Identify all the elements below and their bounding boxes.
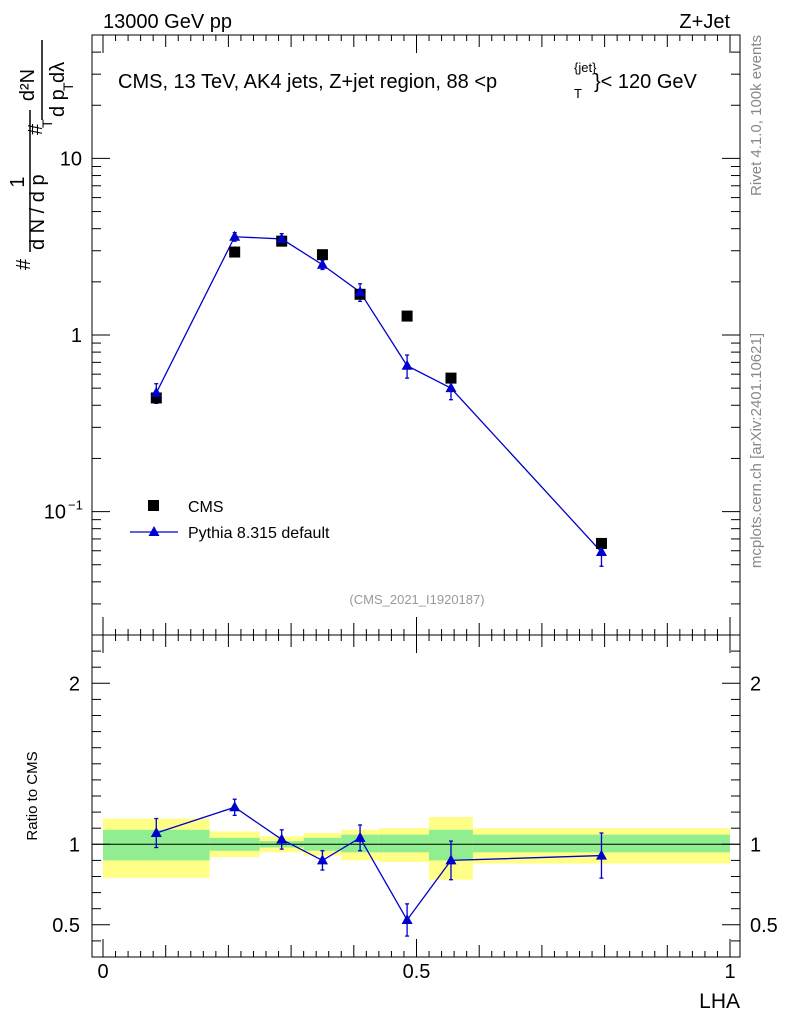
ratio-line	[156, 806, 602, 922]
ylabel-hash2: #	[25, 123, 47, 135]
ratio-point	[445, 854, 457, 865]
cms-point	[316, 249, 328, 261]
main-ytick-label: 10	[44, 502, 66, 524]
ratio-y-axis: 0.5 0.5 1 1 2 2	[52, 650, 778, 942]
cms-point	[595, 537, 607, 549]
pythia-point	[401, 359, 413, 370]
main-ytick-label: 10	[60, 148, 82, 170]
cms-point	[401, 310, 413, 322]
title-prefix: CMS, 13 TeV, AK4 jets, Z+jet region, 88 …	[118, 71, 497, 93]
main-x-axis-ticks	[102, 35, 731, 635]
analysis-tag: (CMS_2021_I1920187)	[349, 592, 484, 607]
cms-point	[229, 246, 241, 258]
ratio-point	[150, 827, 162, 838]
ratio-point	[229, 801, 241, 812]
ylabel-frac1-den: d N / d p	[27, 174, 49, 250]
ylabel-frac2-den-sub: T	[60, 82, 76, 91]
ratio-point	[595, 849, 607, 860]
ratio-ytick-label-right: 1	[750, 834, 761, 856]
plot-title: CMS, 13 TeV, AK4 jets, Z+jet region, 88 …	[118, 71, 497, 93]
main-ylabel: # 1 d N / d p T # d²N d p T dλ	[7, 40, 76, 270]
pythia-point	[316, 258, 328, 269]
ylabel-frac2-den: d p	[47, 89, 69, 117]
legend-pythia-marker	[148, 526, 160, 536]
ratio-ytick-label: 0.5	[52, 915, 80, 937]
ratio-data	[150, 798, 607, 937]
pythia-line	[155, 236, 602, 553]
ratio-ytick-label-right: 0.5	[750, 915, 778, 937]
ratio-band-inner	[378, 834, 430, 853]
ylabel-frac2-num: d²N	[17, 69, 39, 101]
pythia-point	[150, 386, 162, 397]
ratio-bands	[92, 816, 740, 880]
title-sub: T	[574, 86, 582, 101]
main-ytick-label: 1	[71, 325, 82, 347]
ratio-ytick-label: 1	[69, 834, 80, 856]
pythia-point	[229, 230, 241, 241]
ratio-ylabel: Ratio to CMS	[24, 751, 41, 840]
ratio-x-axis: 0 0.5 1	[97, 635, 736, 983]
legend-pythia-label: Pythia 8.315 default	[188, 525, 330, 542]
pythia-point	[354, 286, 366, 297]
x-tick-label: 1	[724, 961, 735, 983]
ratio-ytick-label: 2	[69, 673, 80, 695]
legend: CMS Pythia 8.315 default	[130, 499, 330, 542]
title-suffix: }< 120 GeV	[594, 71, 698, 93]
ylabel-frac1-num: 1	[7, 176, 29, 187]
ratio-point	[276, 833, 288, 844]
legend-cms-marker	[148, 500, 159, 511]
ylabel-frac2-den-tail: dλ	[47, 62, 69, 83]
ratio-point	[401, 913, 413, 924]
mcplots-label: mcplots.cern.ch [arXiv:2401.10621]	[748, 333, 765, 568]
pythia-point	[276, 232, 288, 243]
ratio-point	[316, 854, 328, 865]
main-frame	[91, 34, 741, 636]
header-right: Z+Jet	[679, 11, 730, 33]
ylabel-frac1-den-sub: T	[39, 119, 55, 128]
main-data	[150, 230, 607, 567]
legend-cms-label: CMS	[188, 499, 224, 516]
rivet-label: Rivet 4.1.0, 100k events	[748, 35, 765, 196]
pythia-point	[595, 546, 607, 557]
header-left: 13000 GeV pp	[103, 11, 232, 33]
x-axis-label: LHA	[699, 990, 740, 1013]
title-sup: {jet}	[574, 60, 597, 75]
ratio-ytick-label-right: 2	[750, 673, 761, 695]
x-tick-label: 0.5	[403, 961, 431, 983]
main-ytick-label-sup: −1	[68, 498, 83, 513]
x-tick-label: 0	[97, 961, 108, 983]
ratio-point	[354, 831, 366, 842]
ylabel-hash1: #	[13, 258, 35, 270]
pythia-point	[445, 382, 457, 393]
cms-point	[445, 372, 457, 384]
cms-point	[150, 392, 162, 404]
